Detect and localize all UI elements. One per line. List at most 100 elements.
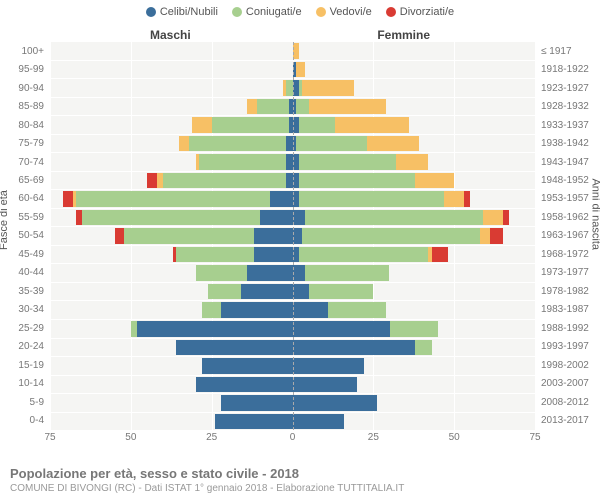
age-label: 100+ <box>0 42 48 60</box>
birth-label: 1973-1977 <box>537 264 600 282</box>
female-bar <box>293 358 536 374</box>
segment-single <box>293 228 303 244</box>
female-bar <box>293 302 536 318</box>
segment-married <box>257 99 289 115</box>
male-bar <box>50 228 293 244</box>
legend-item: Coniugati/e <box>232 6 302 18</box>
segment-married <box>390 321 439 337</box>
age-label: 15-19 <box>0 356 48 374</box>
legend-swatch <box>232 7 242 17</box>
segment-married <box>82 210 260 226</box>
segment-married <box>299 154 396 170</box>
female-bar <box>293 247 536 263</box>
legend-swatch <box>316 7 326 17</box>
female-bar <box>293 136 536 152</box>
age-label: 0-4 <box>0 411 48 429</box>
segment-widowed <box>192 117 211 133</box>
segment-widowed <box>309 99 387 115</box>
segment-divorced <box>63 191 73 207</box>
female-bar <box>293 321 536 337</box>
male-bar <box>50 340 293 356</box>
chart-footer: Popolazione per età, sesso e stato civil… <box>10 466 590 494</box>
segment-widowed <box>335 117 409 133</box>
center-line <box>293 42 294 430</box>
segment-single <box>293 358 364 374</box>
segment-single <box>270 191 293 207</box>
segment-married <box>202 302 221 318</box>
female-bar <box>293 210 536 226</box>
segment-married <box>305 265 389 281</box>
x-tick: 75 <box>529 432 540 443</box>
x-axis-ticks: 7550250255075 <box>50 432 535 446</box>
segment-married <box>196 265 248 281</box>
segment-widowed <box>367 136 419 152</box>
birth-label: 1958-1962 <box>537 208 600 226</box>
age-label: 85-89 <box>0 97 48 115</box>
female-bar <box>293 340 536 356</box>
female-bar <box>293 377 536 393</box>
female-bar <box>293 117 536 133</box>
segment-married <box>305 210 483 226</box>
segment-married <box>199 154 286 170</box>
age-label: 65-69 <box>0 171 48 189</box>
segment-single <box>293 414 345 430</box>
x-tick: 25 <box>206 432 217 443</box>
male-bar <box>50 284 293 300</box>
segment-widowed <box>444 191 463 207</box>
male-bar <box>50 302 293 318</box>
x-tick: 50 <box>125 432 136 443</box>
segment-single <box>221 302 292 318</box>
legend-item: Celibi/Nubili <box>146 6 218 18</box>
male-bar <box>50 191 293 207</box>
male-bar <box>50 247 293 263</box>
age-label: 60-64 <box>0 190 48 208</box>
female-bar <box>293 414 536 430</box>
female-bar <box>293 191 536 207</box>
age-label: 50-54 <box>0 227 48 245</box>
x-tick: 25 <box>368 432 379 443</box>
male-bar <box>50 358 293 374</box>
segment-single <box>215 414 293 430</box>
birth-label: 1948-1952 <box>537 171 600 189</box>
legend-swatch <box>146 7 156 17</box>
segment-married <box>176 247 254 263</box>
segment-married <box>299 247 428 263</box>
male-bar <box>50 62 293 78</box>
age-label: 10-14 <box>0 374 48 392</box>
age-label: 40-44 <box>0 264 48 282</box>
x-tick: 50 <box>449 432 460 443</box>
segment-divorced <box>115 228 125 244</box>
birth-label: 1943-1947 <box>537 153 600 171</box>
age-label: 30-34 <box>0 301 48 319</box>
legend: Celibi/NubiliConiugati/eVedovi/eDivorzia… <box>0 0 600 18</box>
age-label: 80-84 <box>0 116 48 134</box>
segment-divorced <box>432 247 448 263</box>
female-bar <box>293 284 536 300</box>
segment-single <box>241 284 293 300</box>
birth-label: 1918-1922 <box>537 60 600 78</box>
legend-item: Divorziati/e <box>386 6 454 18</box>
legend-swatch <box>386 7 396 17</box>
age-label: 5-9 <box>0 393 48 411</box>
female-bar <box>293 173 536 189</box>
segment-single <box>221 395 292 411</box>
female-header: Femmine <box>377 28 430 42</box>
birth-label: 1968-1972 <box>537 245 600 263</box>
segment-single <box>293 321 390 337</box>
age-label: 45-49 <box>0 245 48 263</box>
female-bar <box>293 154 536 170</box>
segment-divorced <box>503 210 509 226</box>
segment-married <box>299 117 335 133</box>
segment-married <box>208 284 240 300</box>
male-bar <box>50 321 293 337</box>
segment-widowed <box>483 210 502 226</box>
female-bar <box>293 62 536 78</box>
segment-married <box>309 284 374 300</box>
female-bar <box>293 265 536 281</box>
segment-married <box>296 99 309 115</box>
segment-married <box>299 191 445 207</box>
age-label: 55-59 <box>0 208 48 226</box>
age-label: 90-94 <box>0 79 48 97</box>
segment-widowed <box>396 154 428 170</box>
x-tick: 0 <box>290 432 296 443</box>
